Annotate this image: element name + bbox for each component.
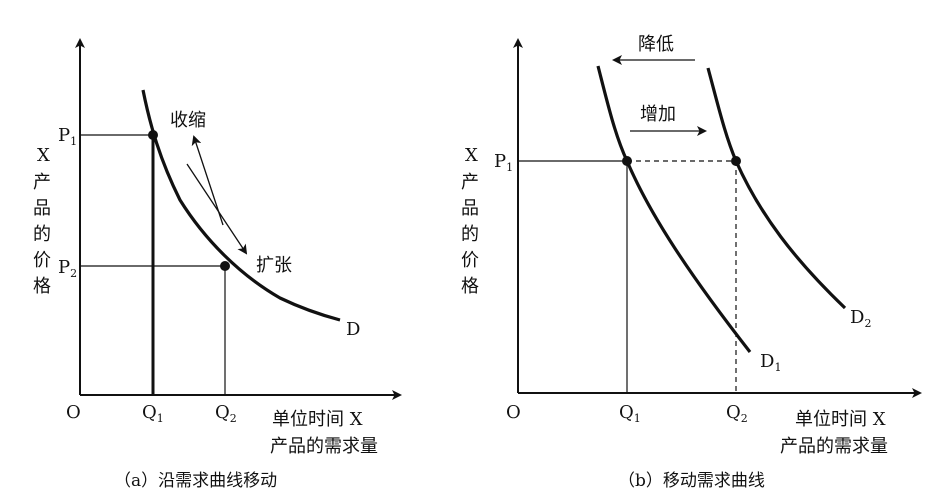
panel-b-decrease-label: 降低 xyxy=(638,34,674,55)
panel-b-point-d2 xyxy=(731,156,741,166)
panel-b-demand-curve-d1 xyxy=(596,65,752,353)
panel-a-x-axis-label-line1: 单位时间 X xyxy=(272,409,363,430)
panel-b-y-axis-label-2: 品 xyxy=(461,198,479,219)
panel-a-point-p2q2 xyxy=(220,261,230,271)
panel-b-y-axis-label-4: 价 xyxy=(461,250,479,271)
panel-a-contract-label: 收缩 xyxy=(170,110,206,131)
panel-a-caption: （a）沿需求曲线移动 xyxy=(114,471,277,491)
panel-a-origin-label: O xyxy=(66,402,81,423)
panel-a-p2-label: P2 xyxy=(58,257,77,280)
panel-a-expand-label: 扩张 xyxy=(256,255,292,276)
panel-b-x-axis-label-line1: 单位时间 X xyxy=(795,409,886,430)
panel-b-p1-label: P1 xyxy=(494,151,513,174)
panel-b-demand-curve-d2 xyxy=(706,67,847,310)
panel-b-d1-label: D1 xyxy=(760,351,781,374)
panel-b-q2-label: Q2 xyxy=(726,402,748,425)
panel-b-d2-label: D2 xyxy=(850,307,871,330)
panel-b-caption: （b）移动需求曲线 xyxy=(618,471,765,491)
panel-a-y-axis-label-1: 产 xyxy=(33,172,51,193)
panel-a-y-axis-label-4: 价 xyxy=(33,250,51,271)
panel-b-q1-label: Q1 xyxy=(619,402,641,425)
panel-b-x-axis-label-line2: 产品的需求量 xyxy=(780,436,888,457)
panel-b-origin-label: O xyxy=(506,402,521,423)
panel-a-y-axis-label-0: X xyxy=(37,145,50,166)
panel-a-point-p1q1 xyxy=(148,130,158,140)
panel-a-x-axis-label-line2: 产品的需求量 xyxy=(270,436,378,457)
panel-b-y-axis-label-0: X xyxy=(465,145,478,166)
panel-a-y-axis-label-3: 的 xyxy=(33,224,51,245)
panel-b: X 产 品 的 价 格 O P1 Q1 Q2 D1 D2 降低 增加 单位时间 xyxy=(461,34,922,491)
panel-a-q2-label: Q2 xyxy=(215,402,237,425)
panel-a-curve-label: D xyxy=(346,319,360,340)
panel-b-increase-label: 增加 xyxy=(640,104,676,125)
panel-a: X 产 品 的 价 格 O P1 P2 Q1 Q2 D 收缩 扩张 单位时间 X xyxy=(33,38,402,491)
panel-a-demand-curve xyxy=(141,89,341,322)
panel-a-y-axis-label-5: 格 xyxy=(33,276,51,297)
panel-b-point-d1 xyxy=(622,156,632,166)
panel-a-p1-label: P1 xyxy=(58,125,77,148)
panel-a-expand-arrow xyxy=(186,163,248,255)
panel-b-y-axis-label-5: 格 xyxy=(461,276,479,297)
panel-a-y-axis-label-2: 品 xyxy=(33,198,51,219)
panel-b-y-axis-label-3: 的 xyxy=(461,224,479,245)
panel-b-y-axis-label-1: 产 xyxy=(461,172,479,193)
panel-a-q1-label: Q1 xyxy=(142,402,164,425)
